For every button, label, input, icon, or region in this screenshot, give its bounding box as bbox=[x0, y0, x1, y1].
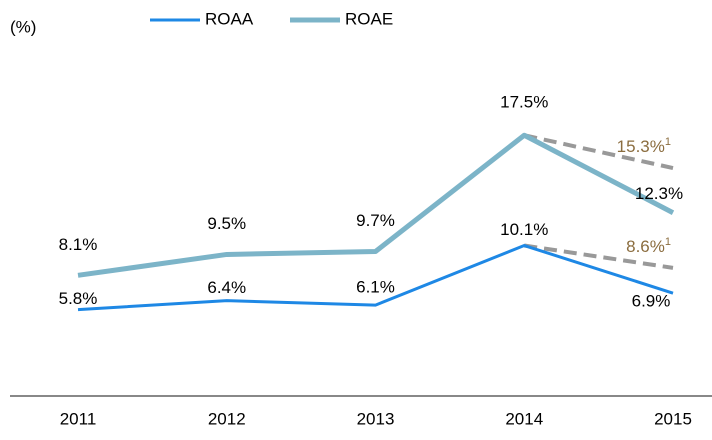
data-label: 6.1% bbox=[356, 278, 395, 297]
footnote: 1 bbox=[665, 236, 671, 248]
legend-label: ROAE bbox=[345, 9, 393, 28]
x-tick-label: 2013 bbox=[357, 409, 395, 428]
x-tick-label: 2012 bbox=[208, 409, 246, 428]
data-label: 6.4% bbox=[207, 278, 246, 297]
data-label: 6.9% bbox=[632, 292, 671, 311]
data-label: 10.1% bbox=[500, 220, 548, 239]
adjusted-label: 8.6%1 bbox=[626, 236, 671, 257]
data-label: 17.5% bbox=[500, 93, 548, 112]
adjusted-line bbox=[523, 243, 674, 270]
series-line bbox=[77, 244, 674, 312]
footnote: 1 bbox=[665, 136, 671, 148]
data-label: 5.8% bbox=[59, 289, 98, 308]
y-label: (%) bbox=[10, 17, 36, 36]
adjusted-line bbox=[523, 133, 674, 170]
adjusted-value: 8.6% bbox=[626, 237, 665, 256]
adjusted-value: 15.3% bbox=[617, 138, 665, 157]
data-label: 8.1% bbox=[59, 235, 98, 254]
data-label: 9.5% bbox=[207, 214, 246, 233]
series-line bbox=[77, 132, 675, 278]
x-tick-label: 2015 bbox=[654, 409, 692, 428]
adjusted-label: 15.3%1 bbox=[617, 136, 671, 157]
data-label: 12.3% bbox=[635, 184, 683, 203]
data-label: 9.7% bbox=[356, 211, 395, 230]
legend-label: ROAA bbox=[205, 9, 254, 28]
x-tick-label: 2014 bbox=[505, 409, 543, 428]
x-tick-label: 2011 bbox=[60, 409, 97, 428]
